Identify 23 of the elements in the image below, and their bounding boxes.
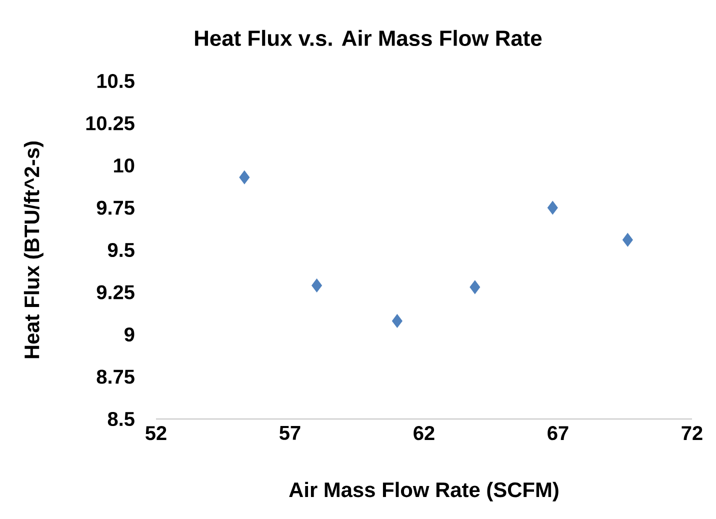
point bbox=[622, 233, 633, 247]
point bbox=[392, 314, 402, 328]
y-tick-label: 8.75 bbox=[96, 370, 134, 384]
y-tick-label: 9 bbox=[124, 327, 134, 342]
y-tick-label: 9.75 bbox=[96, 200, 134, 215]
y-axis-title: Heat Flux (BTU/ft^2-s) bbox=[24, 142, 44, 358]
y-tick-label: 9.25 bbox=[96, 285, 134, 300]
point bbox=[470, 280, 480, 294]
x-tick-label: 67 bbox=[548, 426, 568, 440]
x-tick-label: 62 bbox=[414, 426, 434, 440]
y-tick-label: 9.5 bbox=[108, 242, 134, 258]
point bbox=[312, 278, 322, 292]
x-axis-title: Air Mass Flow Rate (SCFM) bbox=[289, 482, 558, 502]
x-tick-label: 52 bbox=[146, 426, 166, 440]
y-tick-label: 10.25 bbox=[86, 116, 134, 130]
y-tick-label: 10.5 bbox=[97, 74, 134, 88]
point bbox=[547, 200, 558, 215]
x-tick-label: 57 bbox=[280, 426, 300, 440]
y-tick-label: 8.5 bbox=[108, 412, 134, 426]
point bbox=[239, 170, 250, 184]
chart-title: Heat Flux v.s. Air Mass Flow Rate bbox=[195, 30, 542, 46]
x-tick-label: 72 bbox=[682, 426, 702, 440]
y-tick-label: 10 bbox=[114, 158, 134, 173]
